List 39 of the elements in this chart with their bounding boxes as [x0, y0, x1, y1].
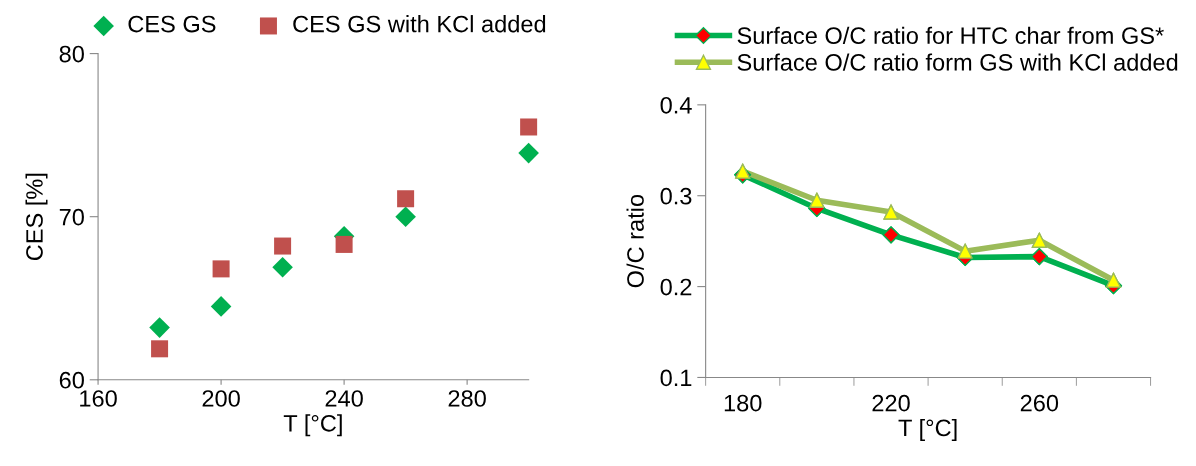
x-tick-label: 260 — [1020, 394, 1059, 412]
y-tick-label: 0.3 — [660, 187, 692, 205]
legend-label: CES GS with KCl added — [293, 15, 546, 33]
point — [957, 243, 973, 259]
x-axis-title: T [°C] — [898, 418, 957, 441]
legend-label: Surface O/C ratio form GS with KCl added — [737, 53, 1178, 71]
x-tick-label: 220 — [872, 394, 910, 412]
y-tick-label: 0.1 — [660, 369, 692, 387]
point — [149, 317, 170, 338]
y-tick-label: 80 — [59, 45, 84, 63]
point — [210, 296, 232, 317]
y-axis-title: CES [%] — [25, 173, 48, 261]
point — [809, 192, 825, 208]
point — [1105, 272, 1122, 288]
point — [274, 237, 292, 255]
legend-label: Surface O/C ratio for HTC char from GS* — [737, 26, 1164, 45]
point — [882, 226, 900, 244]
y-tick-label: 60 — [59, 371, 84, 389]
point — [272, 256, 293, 278]
point — [212, 260, 230, 278]
point — [395, 206, 416, 227]
point — [518, 142, 539, 164]
legend-label: CES GS — [128, 15, 216, 33]
x-tick-label: 200 — [202, 390, 240, 407]
point — [335, 235, 353, 253]
point — [735, 163, 751, 179]
x-tick-label: 240 — [325, 390, 363, 407]
point — [520, 118, 538, 136]
y-axis-title: O/C ratio — [626, 194, 644, 288]
point — [397, 190, 415, 208]
y-tick-label: 0.2 — [660, 278, 692, 296]
x-tick-label: 160 — [80, 390, 117, 407]
y-tick-label: 0.4 — [660, 96, 692, 114]
x-axis-title: T [°C] — [283, 414, 342, 437]
point — [151, 340, 169, 358]
y-tick-label: 70 — [59, 208, 84, 226]
x-tick-label: 280 — [448, 390, 486, 407]
x-tick-label: 180 — [724, 394, 762, 412]
point — [883, 204, 899, 220]
